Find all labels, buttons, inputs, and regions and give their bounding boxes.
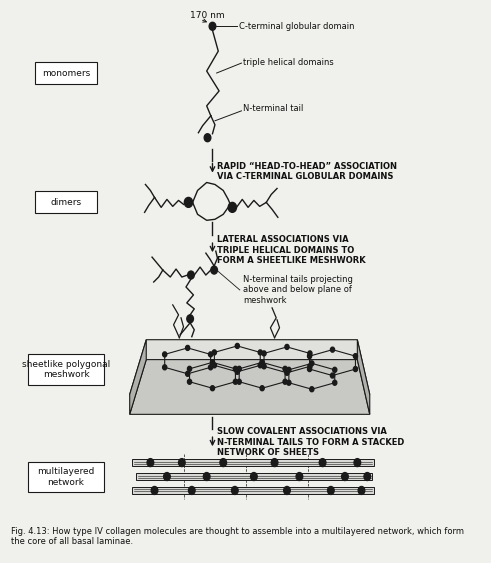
Circle shape (308, 351, 312, 356)
Circle shape (237, 379, 241, 384)
Text: N-terminal tail: N-terminal tail (243, 104, 303, 113)
Circle shape (188, 367, 191, 372)
Circle shape (209, 23, 216, 30)
Circle shape (204, 134, 211, 142)
Circle shape (307, 354, 312, 359)
Text: LATERAL ASSOCIATIONS VIA
TRIPLE HELICAL DOMAINS TO
FORM A SHEETLIKE MESHWORK: LATERAL ASSOCIATIONS VIA TRIPLE HELICAL … (217, 235, 365, 265)
Text: C-terminal globular domain: C-terminal globular domain (239, 22, 355, 31)
Text: dimers: dimers (51, 198, 82, 207)
Circle shape (188, 271, 194, 279)
Bar (132, 459, 374, 466)
Circle shape (209, 365, 213, 370)
Circle shape (310, 387, 314, 392)
Circle shape (354, 354, 357, 359)
Circle shape (287, 380, 291, 385)
Circle shape (179, 459, 185, 467)
Text: 170 nm: 170 nm (190, 11, 225, 20)
Circle shape (163, 352, 167, 357)
Circle shape (189, 486, 195, 494)
Circle shape (212, 350, 217, 355)
Circle shape (296, 472, 303, 480)
Circle shape (330, 347, 334, 352)
Circle shape (184, 198, 192, 207)
Circle shape (186, 346, 190, 350)
Circle shape (237, 367, 241, 372)
Circle shape (151, 486, 158, 494)
Circle shape (319, 459, 326, 467)
Circle shape (211, 360, 215, 365)
Circle shape (260, 386, 264, 391)
Circle shape (235, 343, 240, 348)
FancyBboxPatch shape (35, 191, 97, 213)
Text: monomers: monomers (42, 69, 90, 78)
Polygon shape (130, 339, 370, 395)
Circle shape (354, 367, 357, 372)
Circle shape (211, 266, 218, 274)
Circle shape (330, 373, 334, 378)
Circle shape (163, 365, 167, 370)
Circle shape (211, 386, 215, 391)
Text: Fig. 4.13: How type IV collagen molecules are thought to assemble into a multila: Fig. 4.13: How type IV collagen molecule… (11, 527, 464, 546)
Circle shape (262, 364, 266, 369)
FancyBboxPatch shape (28, 462, 104, 492)
Circle shape (164, 472, 170, 480)
Circle shape (250, 472, 257, 480)
Circle shape (233, 367, 238, 372)
Text: N-terminal tails projecting
above and below plane of
meshwork: N-terminal tails projecting above and be… (243, 275, 353, 305)
Polygon shape (130, 360, 370, 414)
Circle shape (209, 352, 213, 357)
Circle shape (307, 367, 312, 372)
Circle shape (233, 379, 238, 384)
Circle shape (287, 367, 291, 372)
Text: multilayered
network: multilayered network (37, 467, 95, 487)
Circle shape (187, 315, 193, 323)
Circle shape (188, 379, 191, 384)
FancyBboxPatch shape (28, 354, 104, 386)
Circle shape (358, 486, 365, 494)
Bar (136, 473, 372, 480)
Circle shape (285, 345, 289, 350)
Circle shape (285, 370, 289, 376)
Circle shape (203, 472, 210, 480)
Circle shape (333, 380, 337, 385)
Polygon shape (357, 339, 370, 414)
Polygon shape (130, 339, 146, 414)
Circle shape (232, 486, 238, 494)
Circle shape (186, 372, 190, 376)
FancyBboxPatch shape (35, 62, 97, 84)
Circle shape (308, 364, 312, 369)
Circle shape (258, 350, 262, 355)
Circle shape (235, 369, 240, 374)
Text: triple helical domains: triple helical domains (243, 57, 334, 66)
Circle shape (262, 351, 266, 356)
Circle shape (271, 459, 278, 467)
Text: SLOW COVALENT ASSOCIATIONS VIA
N-TERMINAL TAILS TO FORM A STACKED
NETWORK OF SHE: SLOW COVALENT ASSOCIATIONS VIA N-TERMINA… (217, 427, 404, 457)
Circle shape (260, 360, 264, 365)
Circle shape (327, 486, 334, 494)
Circle shape (284, 486, 290, 494)
Circle shape (342, 472, 348, 480)
Text: RAPID “HEAD-TO-HEAD” ASSOCIATION
VIA C-TERMINAL GLOBULAR DOMAINS: RAPID “HEAD-TO-HEAD” ASSOCIATION VIA C-T… (217, 162, 397, 181)
Circle shape (333, 367, 337, 372)
Circle shape (354, 459, 361, 467)
Circle shape (283, 367, 287, 372)
Circle shape (147, 459, 154, 467)
Bar (132, 487, 374, 494)
Text: sheetlike polygonal
meshwork: sheetlike polygonal meshwork (22, 360, 110, 379)
Circle shape (310, 361, 314, 366)
Circle shape (258, 363, 262, 368)
Circle shape (283, 379, 287, 384)
Circle shape (364, 472, 371, 480)
Circle shape (220, 459, 226, 467)
Circle shape (212, 363, 217, 368)
Circle shape (228, 202, 237, 212)
